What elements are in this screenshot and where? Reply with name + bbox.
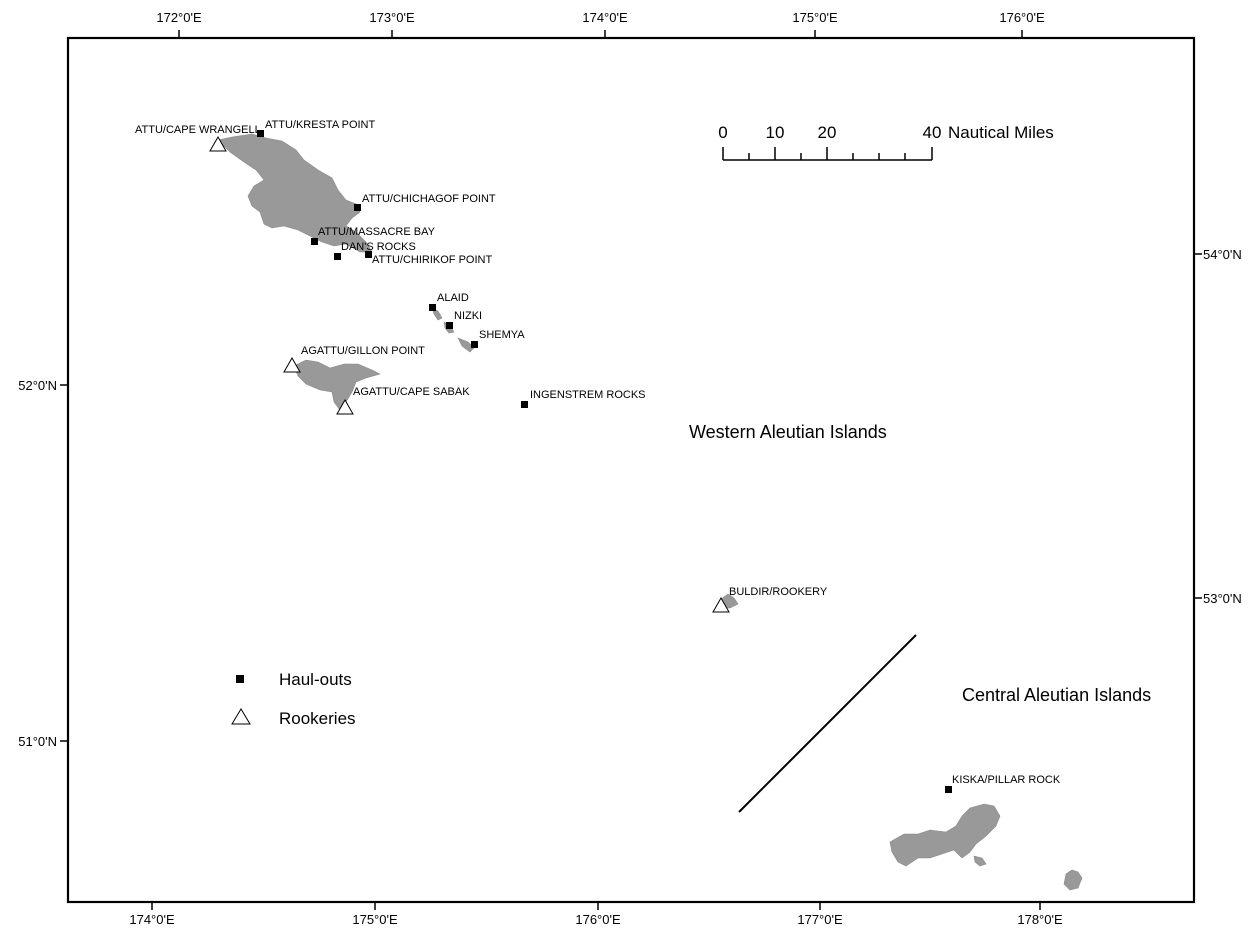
region-label-western: Western Aleutian Islands: [689, 422, 887, 442]
bottom-axis-label-1: 174°0'E: [129, 912, 175, 927]
kiska-islet-small: [973, 855, 987, 867]
haulout-marker-alaid: [429, 304, 436, 311]
top-axis: [178, 30, 1023, 38]
haulout-marker-chichagof-point: [354, 204, 361, 211]
haulout-marker-massacre-bay: [311, 238, 318, 245]
site-label-dans-rocks: DAN'S ROCKS: [341, 241, 416, 253]
rookery-markers: [209, 135, 730, 613]
scale-tick-0: 0: [718, 123, 727, 142]
legend-rookery-symbol: [231, 708, 251, 725]
scale-tick-20: 20: [818, 123, 837, 142]
scale-tick-40: 40: [923, 123, 942, 142]
right-axis: [1194, 253, 1202, 599]
region-divider-line: [738, 634, 917, 813]
rookery-marker-cape-sabak: [336, 398, 354, 415]
site-label-gillon-point: AGATTU/GILLON POINT: [301, 345, 425, 357]
rookery-marker-cape-wrangell: [209, 135, 227, 152]
site-label-massacre-bay: ATTU/MASSACRE BAY: [318, 226, 436, 238]
scale-bar: [722, 147, 933, 161]
scale-unit: Nautical Miles: [948, 123, 1054, 142]
site-label-shemya: SHEMYA: [479, 329, 525, 341]
map-frame: [66, 36, 1196, 904]
scale-tick-10: 10: [766, 123, 785, 142]
bottom-axis-label-4: 177°0'E: [797, 912, 843, 927]
left-axis: [60, 384, 68, 742]
right-axis-label-1: 54°0'N: [1203, 247, 1242, 262]
site-label-cape-wrangell: ATTU/CAPE WRANGELL: [135, 124, 261, 136]
top-axis-label-2: 173°0'E: [369, 10, 415, 25]
haulout-marker-shemya: [471, 341, 478, 348]
haulout-marker-dans-rocks: [334, 253, 341, 260]
top-axis-label-3: 174°0'E: [582, 10, 628, 25]
top-axis-label-5: 176°0'E: [999, 10, 1045, 25]
haulout-marker-nizki: [446, 322, 453, 329]
bottom-axis-label-2: 175°0'E: [352, 912, 398, 927]
legend: Haul-outs Rookeries: [231, 670, 356, 728]
site-label-nizki: NIZKI: [454, 310, 482, 322]
site-label-buldir: BULDIR/ROOKERY: [729, 586, 828, 598]
top-axis-label-4: 175°0'E: [792, 10, 838, 25]
shemya-island: [457, 337, 475, 353]
rookery-marker-buldir: [712, 596, 730, 613]
haulout-marker-ingenstrem: [521, 401, 528, 408]
haulout-marker-chirikof-point: [365, 251, 372, 258]
agattu-island: [293, 359, 381, 411]
legend-haulout-symbol: [236, 675, 244, 683]
site-label-alaid: ALAID: [437, 292, 469, 304]
haulout-markers: [257, 130, 952, 793]
site-label-ingenstrem: INGENSTREM ROCKS: [530, 389, 646, 401]
bottom-axis-label-3: 176°0'E: [575, 912, 621, 927]
legend-rookery-label: Rookeries: [279, 709, 356, 728]
right-axis-label-2: 53°0'N: [1203, 591, 1242, 606]
legend-haulout-label: Haul-outs: [279, 670, 352, 689]
left-axis-label-1: 52°0'N: [18, 378, 57, 393]
region-label-central: Central Aleutian Islands: [962, 685, 1151, 705]
site-label-chichagof-point: ATTU/CHICHAGOF POINT: [362, 193, 496, 205]
site-label-kresta-point: ATTU/KRESTA POINT: [265, 119, 375, 131]
haulout-marker-kresta-point: [257, 130, 264, 137]
bottom-axis-label-5: 178°0'E: [1017, 912, 1063, 927]
kiska-island: [889, 803, 1001, 867]
bottom-axis: [151, 902, 1041, 910]
site-label-cape-sabak: AGATTU/CAPE SABAK: [353, 386, 470, 398]
left-axis-label-2: 51°0'N: [18, 734, 57, 749]
haulout-marker-kiska: [945, 786, 952, 793]
little-kiska-island: [1063, 869, 1083, 891]
rookery-marker-gillon-point: [283, 356, 301, 373]
site-label-chirikof-point: ATTU/CHIRIKOF POINT: [372, 254, 492, 266]
site-label-kiska: KISKA/PILLAR ROCK: [952, 774, 1061, 786]
top-axis-label-1: 172°0'E: [156, 10, 202, 25]
